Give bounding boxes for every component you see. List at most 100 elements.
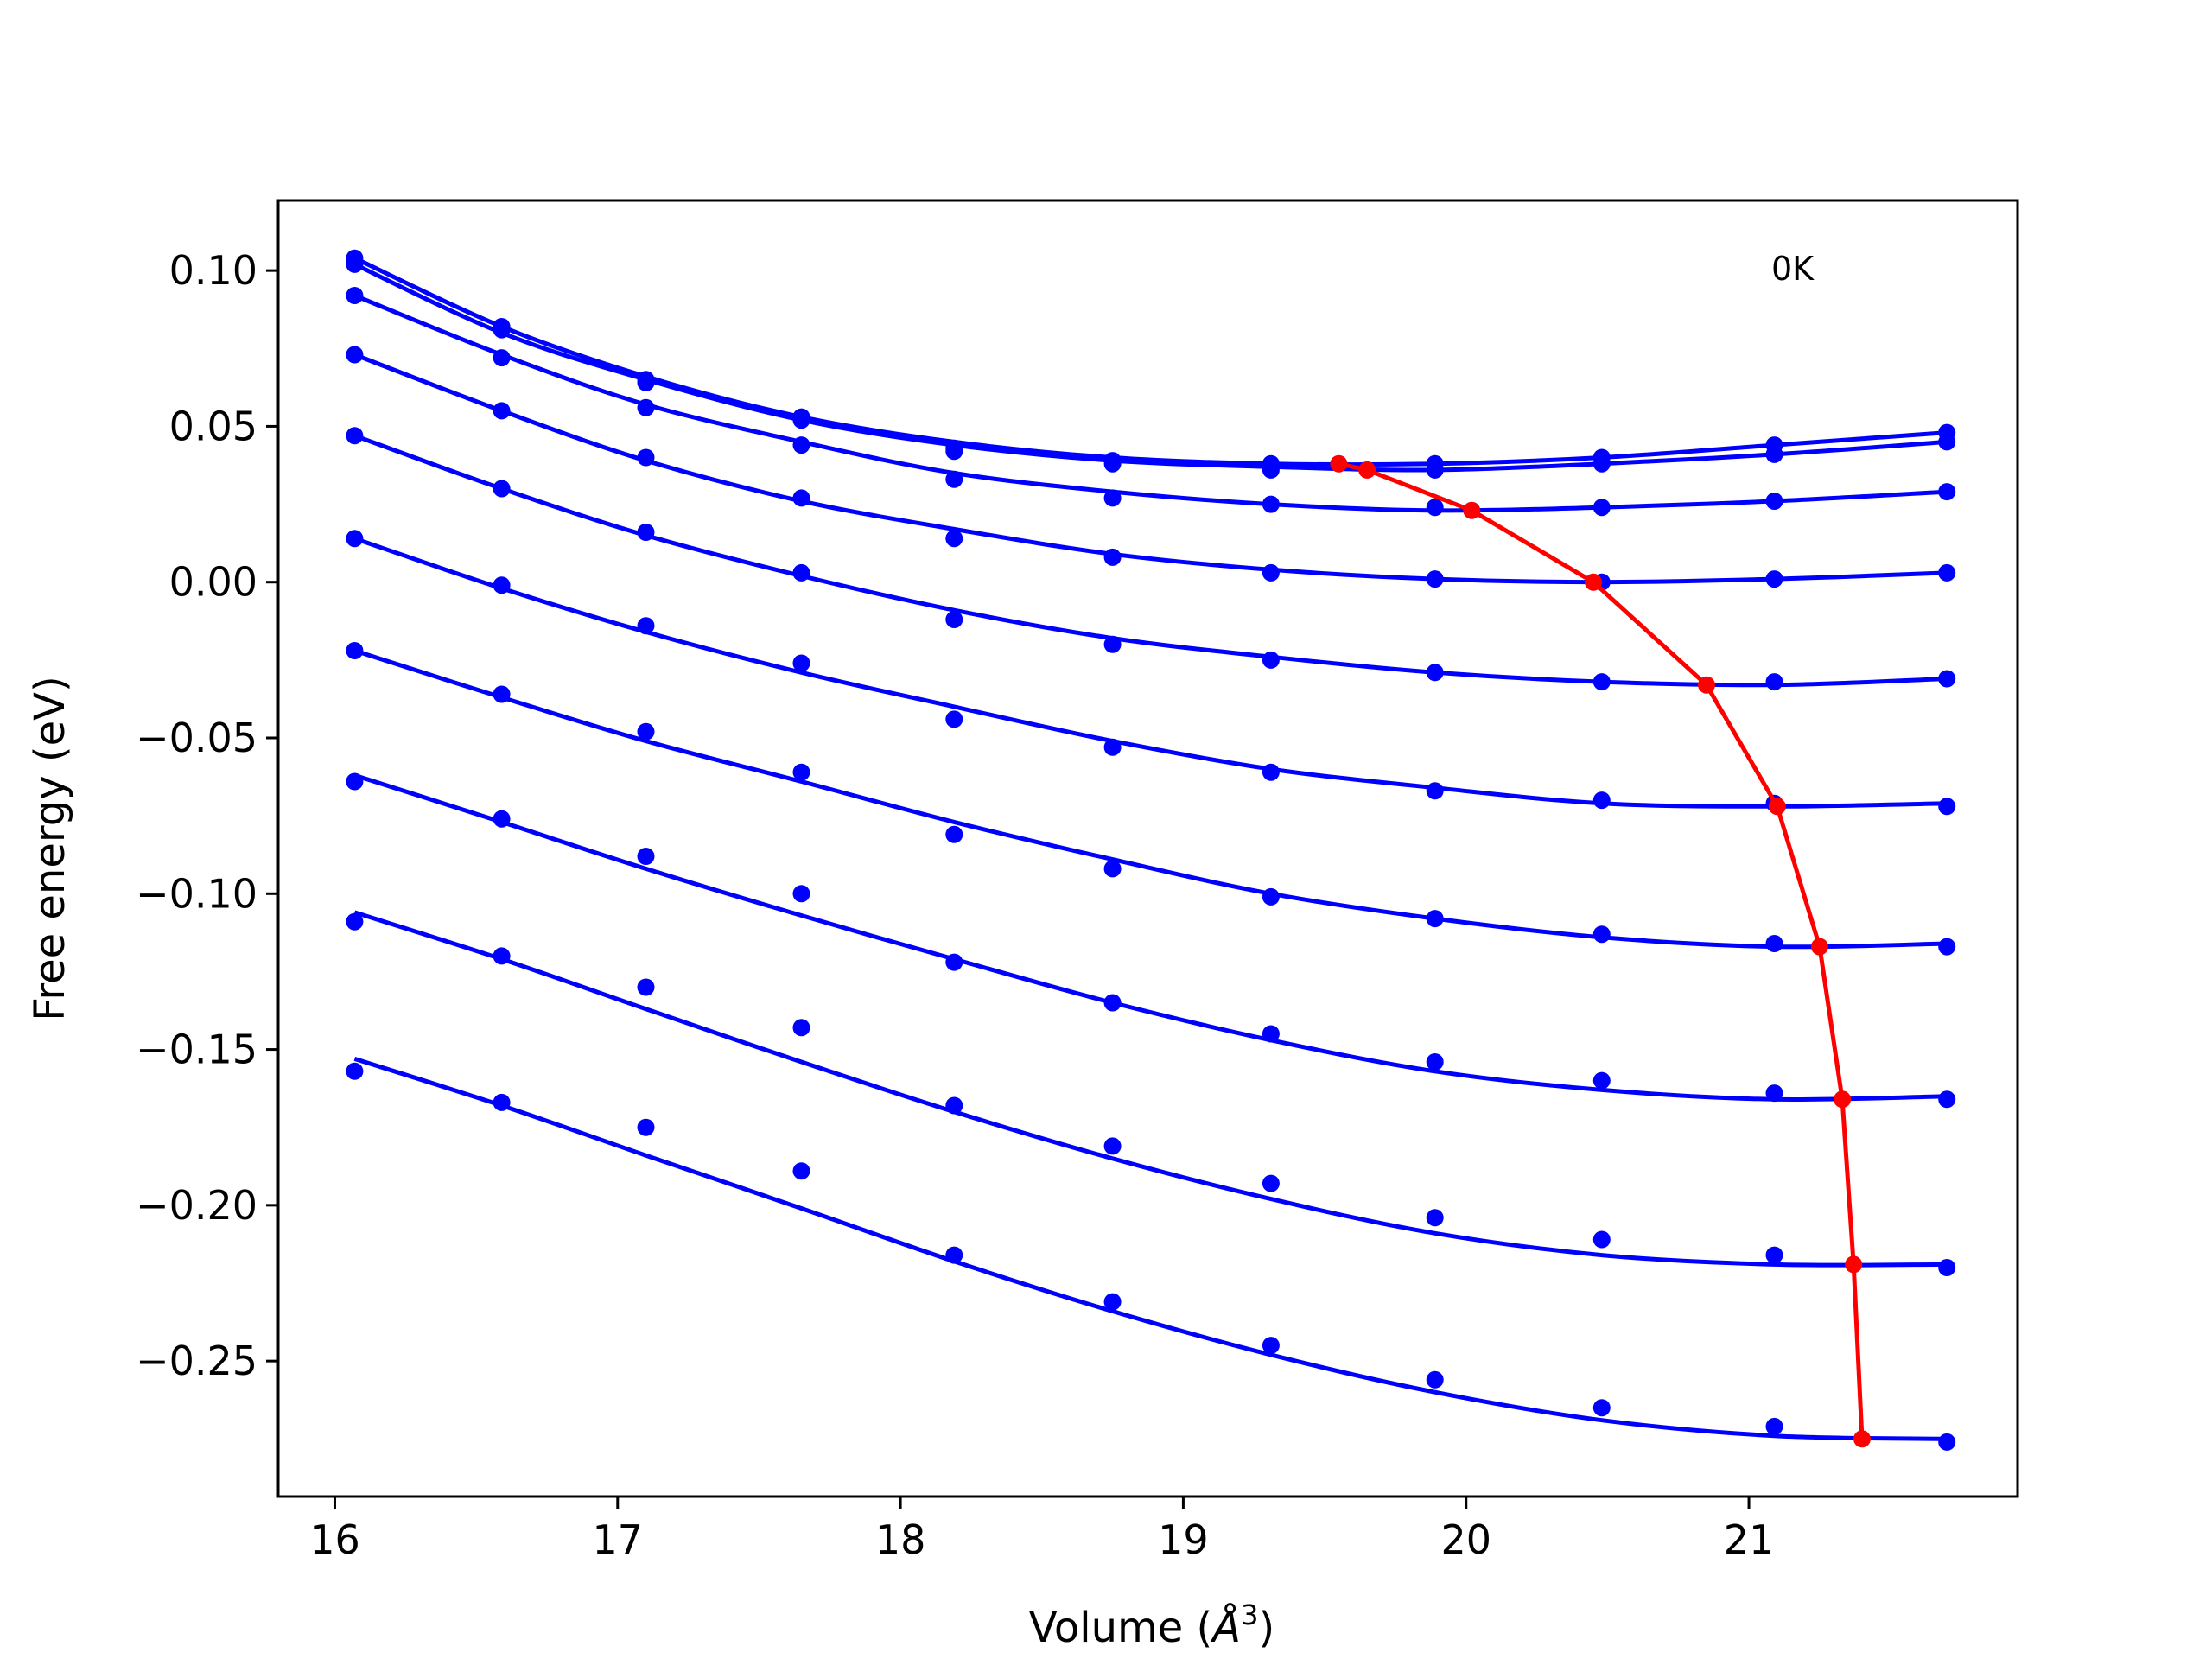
series-8-point (792, 885, 810, 903)
series-8-point (637, 848, 655, 865)
minima-point (1585, 573, 1602, 591)
series-2-point (945, 442, 963, 461)
series-10-point (1103, 1293, 1122, 1311)
series-10-point (1262, 1337, 1280, 1355)
y-tick-label: −0.10 (136, 870, 257, 917)
series-9 (346, 910, 1956, 1276)
series-4-point (945, 530, 963, 548)
series-10-point (1938, 1433, 1956, 1451)
series-5-point (346, 427, 364, 445)
minima-point (1834, 1090, 1852, 1109)
series-4-point (1765, 570, 1783, 588)
minima-point (1810, 938, 1828, 956)
minima-point (1853, 1430, 1871, 1448)
x-axis-label: Volume (Å3) (1029, 1599, 1274, 1652)
x-tick-label: 19 (1158, 1516, 1209, 1563)
series-9-point (493, 947, 511, 965)
series-6-point (1262, 763, 1280, 781)
series-6-point (945, 710, 963, 728)
series-3-point (493, 349, 511, 367)
series-8 (346, 772, 1956, 1109)
series-7-point (637, 722, 655, 741)
series-5-point (1765, 673, 1783, 691)
y-tick-label: −0.25 (136, 1338, 257, 1384)
series-3-point (792, 436, 810, 454)
series-5-point (945, 611, 963, 628)
series-7-fit-curve (353, 648, 1948, 950)
series-2-point (792, 411, 810, 429)
series-8-point (493, 810, 511, 828)
minima-point (1768, 798, 1786, 816)
y-axis: 0.10 0.05 0.00 −0.05 −0.10 −0.15 −0.20 −0.25 (136, 247, 278, 1384)
series-2-point (1592, 454, 1611, 473)
series-7-point (945, 825, 963, 843)
series-6-point (346, 530, 364, 548)
series-4-point (1103, 548, 1122, 566)
series-9-point (1765, 1246, 1783, 1264)
series-9-point (346, 912, 364, 931)
series-7 (346, 642, 1956, 956)
x-axis-label-superscript: 3 (1241, 1599, 1258, 1631)
series-9-fit-curve (353, 910, 1948, 1268)
series-2 (346, 255, 1956, 479)
y-tick-label: 0.10 (169, 247, 257, 294)
series-6-point (792, 654, 810, 672)
series-3-point (1592, 499, 1611, 517)
series-5-point (792, 563, 810, 582)
series-5-point (1426, 664, 1444, 682)
series-7-point (1262, 887, 1280, 906)
series-6-point (1592, 791, 1611, 810)
series-9-point (1262, 1174, 1280, 1192)
series-4 (346, 346, 1956, 591)
series-9-point (1592, 1230, 1611, 1249)
series-10-fit-curve (353, 1057, 1948, 1441)
series-8-point (1262, 1025, 1280, 1043)
series-6-point (1103, 738, 1122, 756)
series-9-point (792, 1019, 810, 1037)
minima-line (1338, 461, 1865, 1440)
series-3 (346, 287, 1956, 517)
minima-series (1330, 454, 1871, 1448)
series-2-fit-curve (353, 262, 1948, 473)
series-2-point (1938, 433, 1956, 451)
series-7-point (1938, 938, 1956, 956)
y-tick-label: −0.20 (136, 1182, 257, 1229)
x-tick-label: 18 (875, 1516, 926, 1563)
series-2-point (493, 321, 511, 339)
series-3-point (1262, 495, 1280, 513)
series-3-point (1426, 499, 1444, 517)
series-8-point (1426, 1053, 1444, 1071)
series-5-point (637, 524, 655, 541)
series-1-fit-curve (353, 256, 1948, 467)
series-8-point (945, 953, 963, 971)
series-8-point (346, 772, 364, 791)
plot-area (346, 249, 1956, 1451)
series-9-point (945, 1096, 963, 1115)
minima-point (1358, 461, 1376, 479)
series-2-point (1103, 454, 1122, 473)
series-4-point (1938, 563, 1956, 582)
series-4-point (493, 402, 511, 420)
x-tick-label: 20 (1440, 1516, 1491, 1563)
series-10-point (945, 1246, 963, 1264)
series-5-point (493, 480, 511, 498)
series-10-point (493, 1093, 511, 1111)
series-3-point (1938, 483, 1956, 501)
series-6-point (1426, 782, 1444, 800)
series-3-point (637, 398, 655, 416)
x-tick-label: 16 (309, 1516, 360, 1563)
series-7-point (1765, 935, 1783, 952)
series-5 (346, 427, 1956, 691)
series-10-point (1592, 1399, 1611, 1417)
temperature-annotation: 0K (1771, 250, 1815, 288)
minima-point (1463, 501, 1481, 519)
series-7-point (493, 685, 511, 703)
series-9-point (1426, 1209, 1444, 1227)
series-5-point (1262, 651, 1280, 669)
series-9-point (1103, 1137, 1122, 1155)
series-10-point (1765, 1417, 1783, 1435)
series-7-point (1426, 910, 1444, 928)
minima-point (1330, 454, 1348, 473)
series-5-point (1103, 635, 1122, 653)
